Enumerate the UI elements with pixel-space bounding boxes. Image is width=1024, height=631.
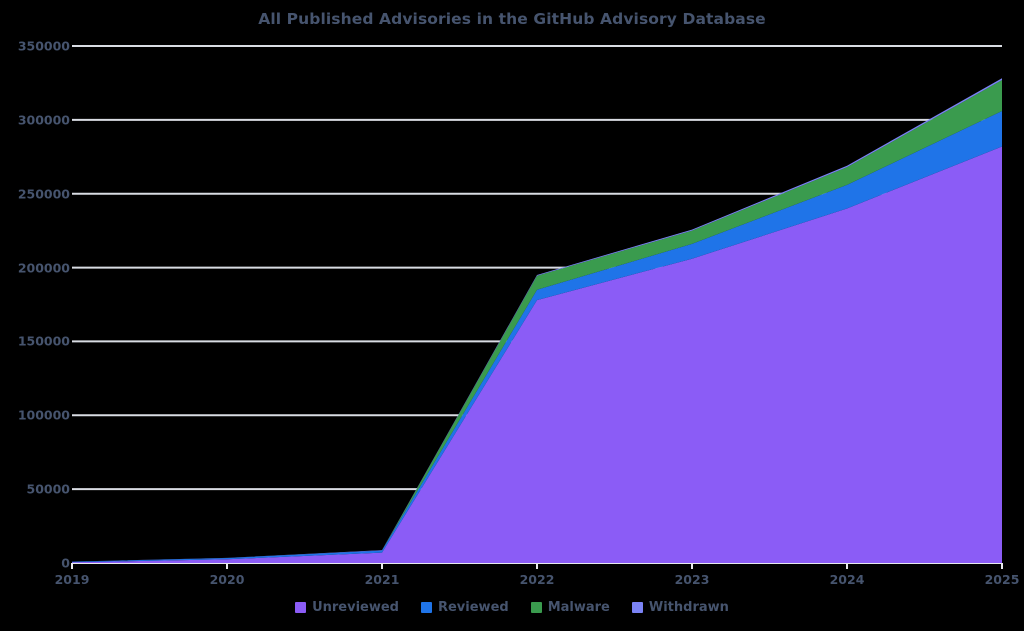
x-axis-tick-label: 2023 (674, 572, 710, 587)
y-axis-tick-label: 300000 (17, 112, 70, 128)
x-axis-tick-label: 2019 (54, 572, 90, 587)
legend-item-withdrawn[interactable]: Withdrawn (631, 600, 729, 615)
y-axis-tick-label: 350000 (17, 38, 70, 54)
legend-item-reviewed[interactable]: Reviewed (420, 600, 509, 615)
area-series-reviewed (72, 110, 1002, 563)
legend-label: Unreviewed (312, 600, 399, 615)
legend-label: Malware (547, 600, 610, 615)
x-axis-tick-label: 2021 (364, 572, 400, 587)
y-axis-tick-label: 200000 (17, 260, 70, 276)
y-axis: 0 50000 100000 150000 200000 250000 300000 3500… (0, 0, 70, 631)
legend-swatch-icon (295, 602, 307, 613)
y-axis-tick-label: 250000 (17, 186, 70, 202)
y-axis-tick-label: 100000 (17, 407, 70, 423)
legend-swatch-icon (530, 602, 542, 613)
legend-item-unreviewed[interactable]: Unreviewed (295, 600, 399, 615)
x-axis-tick-label: 2022 (519, 572, 555, 587)
legend-label: Withdrawn (648, 600, 729, 615)
legend-swatch-icon (631, 602, 643, 613)
chart-title: All Published Advisories in the GitHub A… (258, 10, 766, 28)
area-series-malware (72, 79, 1002, 562)
legend-swatch-icon (420, 602, 432, 613)
x-axis-tick-label: 2024 (829, 572, 865, 587)
y-axis-tick-label: 50000 (26, 481, 71, 497)
y-axis-tick-label: 0 (61, 555, 70, 571)
y-axis-tick-label: 150000 (17, 333, 70, 349)
legend-item-malware[interactable]: Malware (530, 600, 610, 615)
x-axis-tick-label: 2025 (984, 572, 1020, 587)
legend-label: Reviewed (437, 600, 509, 615)
chart-legend: Unreviewed Reviewed Malware Withdrawn (0, 600, 1024, 615)
area-series-unreviewed (72, 146, 1002, 563)
x-axis-tick-label: 2020 (209, 572, 245, 587)
